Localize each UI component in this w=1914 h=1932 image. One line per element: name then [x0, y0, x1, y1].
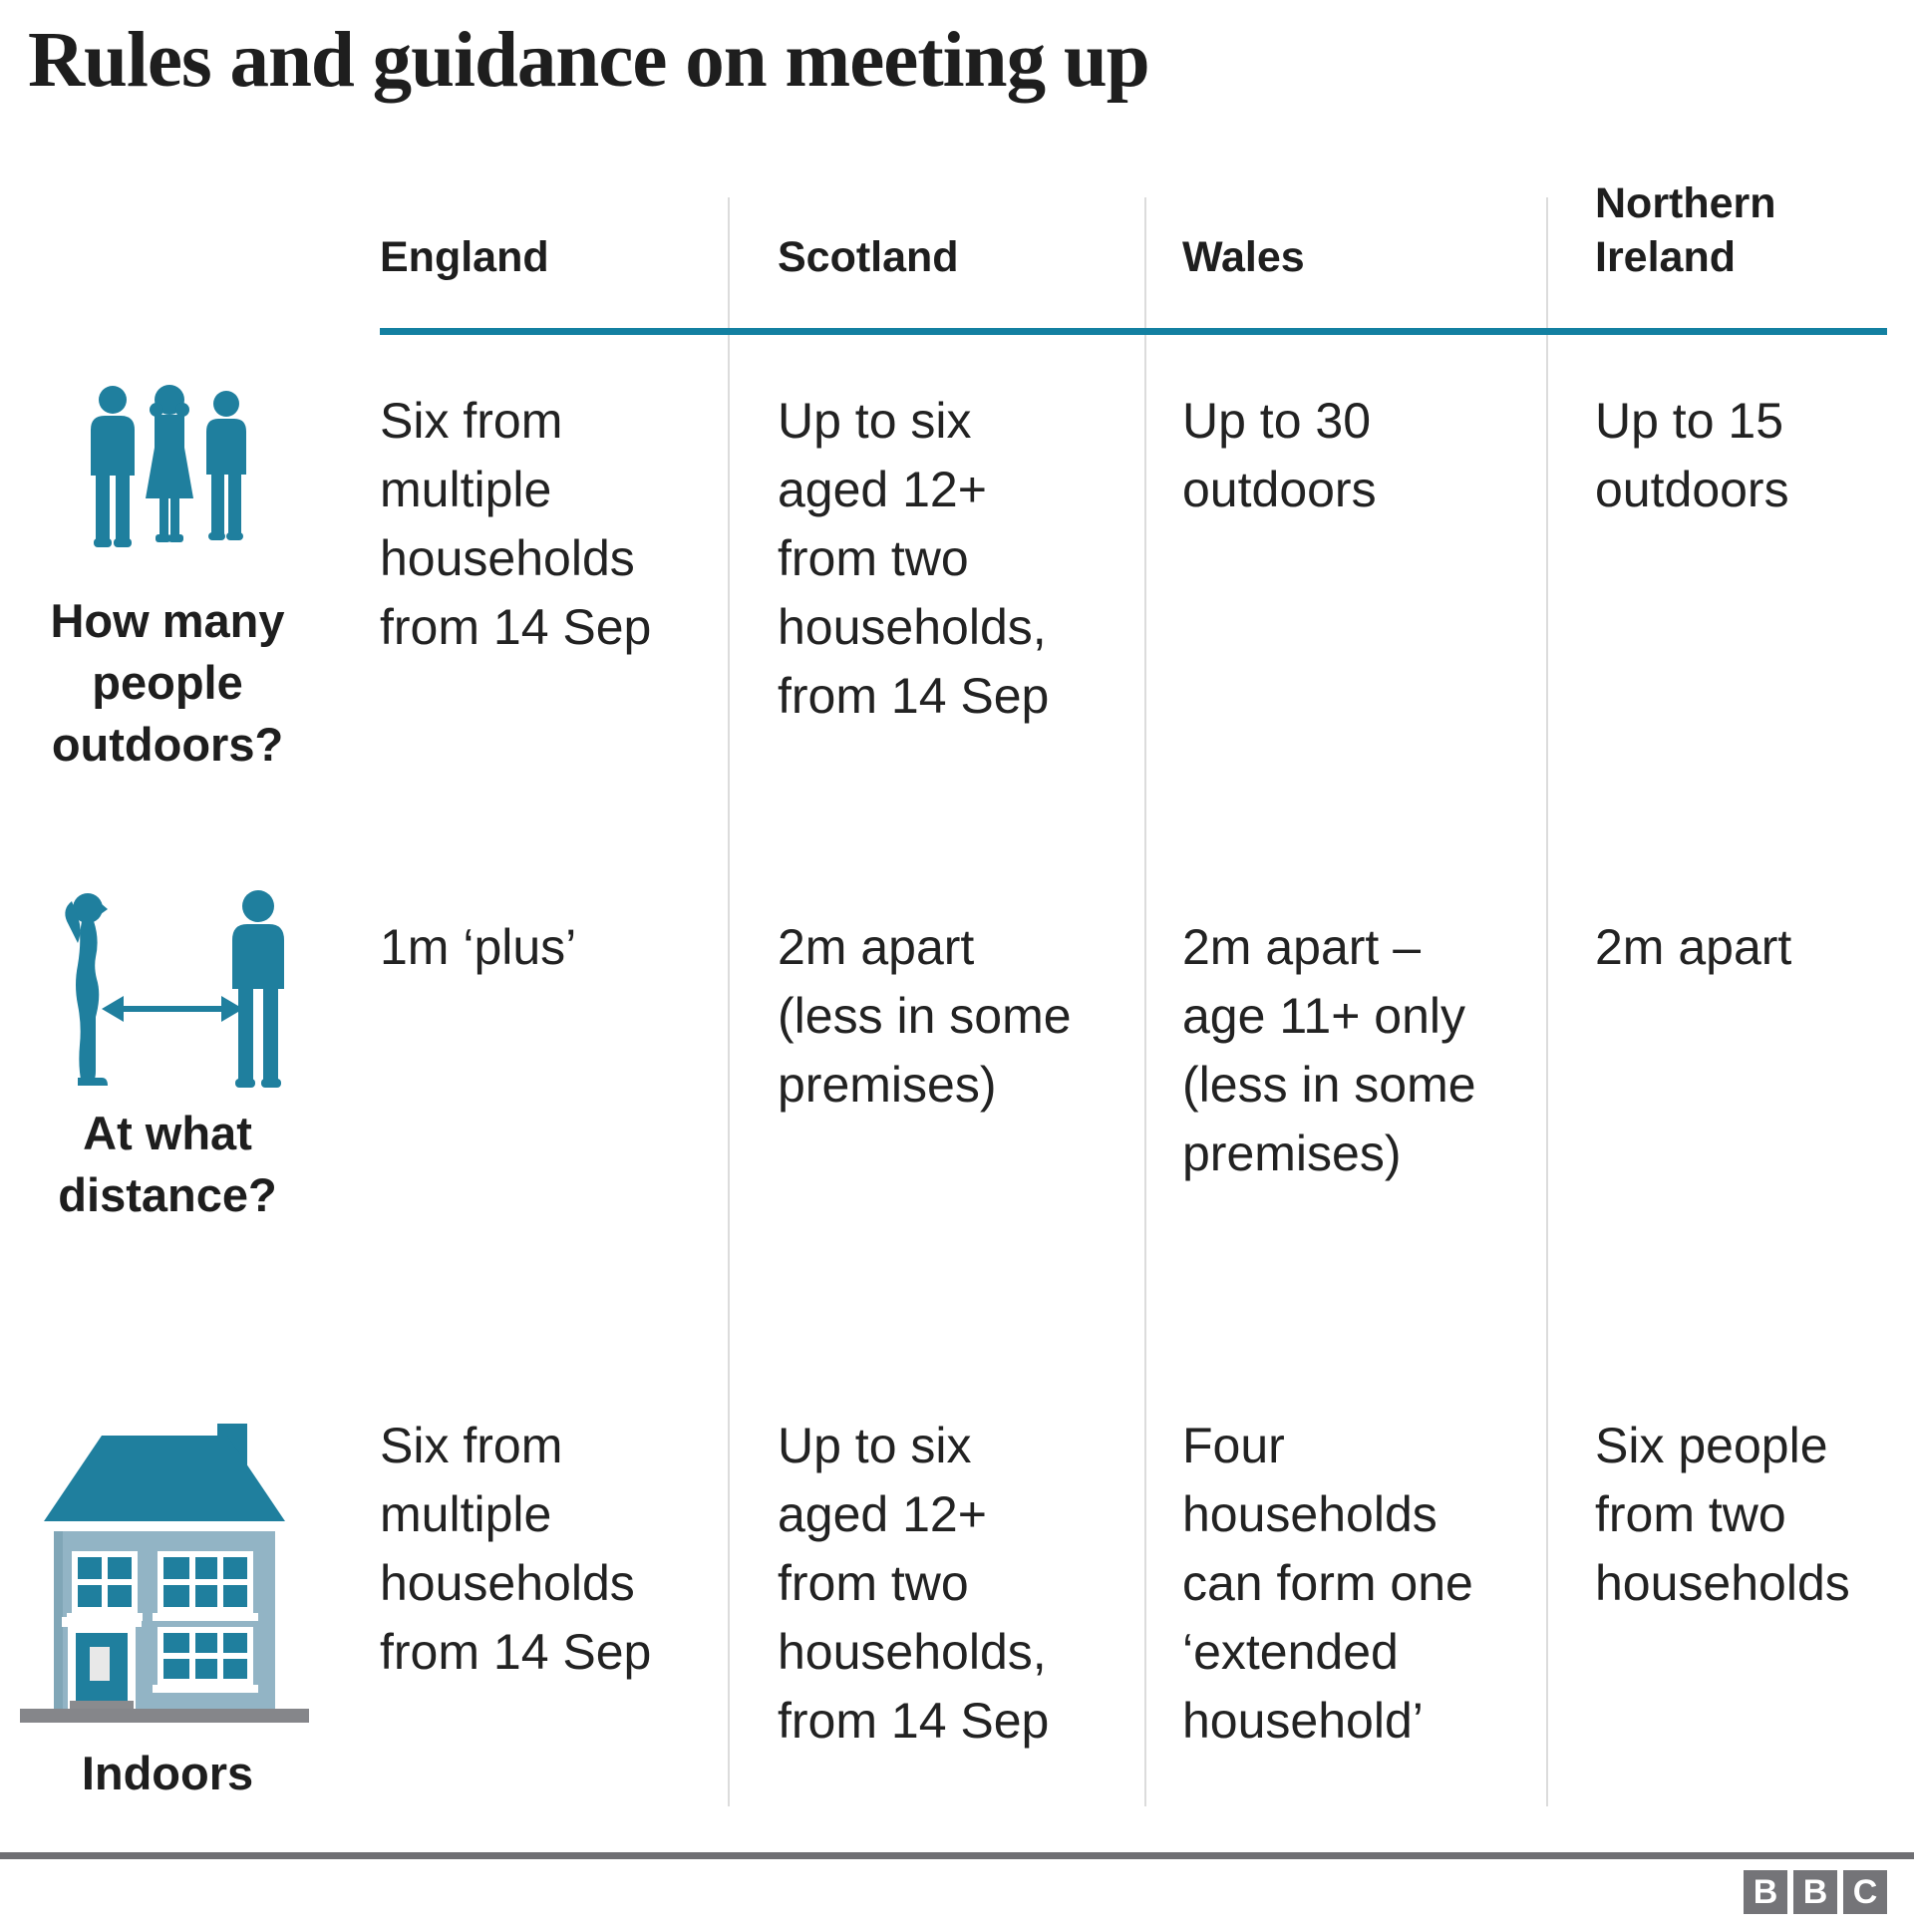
- column-header-wales: Wales: [1182, 233, 1305, 281]
- column-header-northern-ireland: Northern Ireland: [1595, 179, 1776, 281]
- cell-distance-scotland: 2m apart (less in some premises): [778, 919, 1072, 1113]
- bbc-logo-letter: B: [1744, 1870, 1787, 1914]
- social-distance-icon: [65, 890, 284, 1088]
- house-icon: [20, 1424, 309, 1723]
- column-header-scotland: Scotland: [778, 233, 959, 281]
- bbc-logo-letter: B: [1793, 1870, 1837, 1914]
- cell-outdoors-wales: Up to 30 outdoors: [1182, 393, 1377, 517]
- cell-outdoors-northern-ireland: Up to 15 outdoors: [1595, 393, 1789, 517]
- column-divider: [1546, 197, 1548, 1806]
- bbc-logo-letter: C: [1843, 1870, 1887, 1914]
- header-underline-rule: [380, 328, 1887, 335]
- cell-distance-england: 1m ‘plus’: [380, 919, 577, 975]
- cell-indoors-northern-ireland: Six people from two households: [1595, 1418, 1850, 1611]
- row-label-indoors: Indoors: [81, 1747, 254, 1799]
- bbc-logo: B B C: [1744, 1870, 1887, 1914]
- footer-divider: [0, 1852, 1914, 1859]
- column-divider: [728, 197, 730, 1806]
- row-label-outdoors: How many people outdoors?: [50, 594, 285, 771]
- page-title: Rules and guidance on meeting up: [28, 17, 1150, 104]
- cell-indoors-scotland: Up to six aged 12+ from two households, …: [778, 1418, 1050, 1749]
- cell-outdoors-england: Six from multiple households from 14 Sep: [380, 393, 652, 655]
- cell-distance-northern-ireland: 2m apart: [1595, 919, 1792, 975]
- cell-outdoors-scotland: Up to six aged 12+ from two households, …: [778, 393, 1050, 724]
- column-header-england: England: [380, 233, 549, 281]
- three-people-icon: [91, 385, 246, 547]
- row-label-distance: At what distance?: [58, 1107, 277, 1221]
- column-divider: [1144, 197, 1146, 1806]
- cell-indoors-wales: Four households can form one ‘extended h…: [1182, 1418, 1473, 1749]
- cell-distance-wales: 2m apart – age 11+ only (less in some pr…: [1182, 919, 1476, 1181]
- cell-indoors-england: Six from multiple households from 14 Sep: [380, 1418, 652, 1680]
